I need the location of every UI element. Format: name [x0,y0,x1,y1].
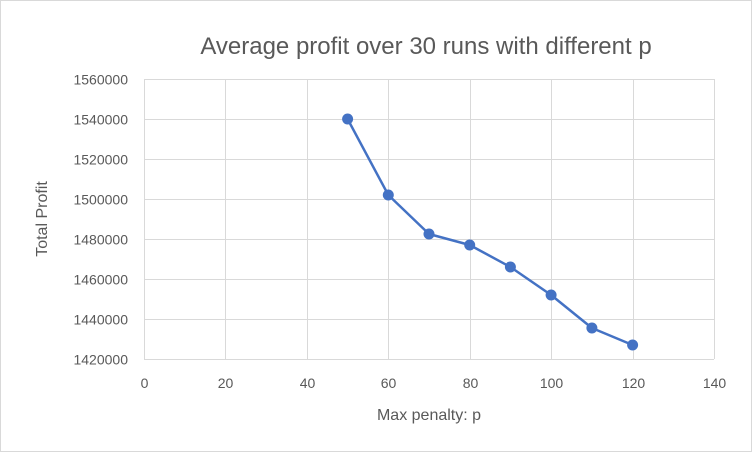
data-point [504,261,516,273]
y-tick-label: 1560000 [73,72,128,88]
x-tick-label: 40 [300,375,316,391]
x-axis-title: Max penalty: p [377,407,481,424]
x-tick-label: 60 [381,375,397,391]
x-tick-label: 80 [463,375,479,391]
data-point [464,239,476,251]
y-tick-label: 1480000 [73,232,128,248]
y-axis-title: Total Profit [34,181,51,257]
chart-title: Average profit over 30 runs with differe… [200,33,651,60]
x-tick-label: 120 [622,375,646,391]
data-point [545,289,557,301]
y-tick-label: 1500000 [73,192,128,208]
y-tick-label: 1460000 [73,272,128,288]
data-point [342,113,354,125]
x-axis-ticks: 0 20 40 60 80 100 120 140 [141,375,727,391]
x-tick-label: 20 [218,375,234,391]
y-tick-label: 1440000 [73,312,128,328]
y-axis-ticks: 1420000 1440000 1460000 1480000 1500000 15200… [73,72,128,368]
data-point [423,228,435,240]
data-point [382,189,394,201]
y-tick-label: 1520000 [73,152,128,168]
series-line [346,118,634,347]
x-tick-label: 100 [540,375,564,391]
data-point [586,322,598,334]
x-tick-label: 0 [141,375,149,391]
y-tick-label: 1420000 [73,352,128,368]
data-series [342,113,639,351]
gridlines [144,79,715,360]
data-point [627,339,639,351]
x-tick-label: 140 [703,375,727,391]
y-tick-label: 1540000 [73,112,128,128]
